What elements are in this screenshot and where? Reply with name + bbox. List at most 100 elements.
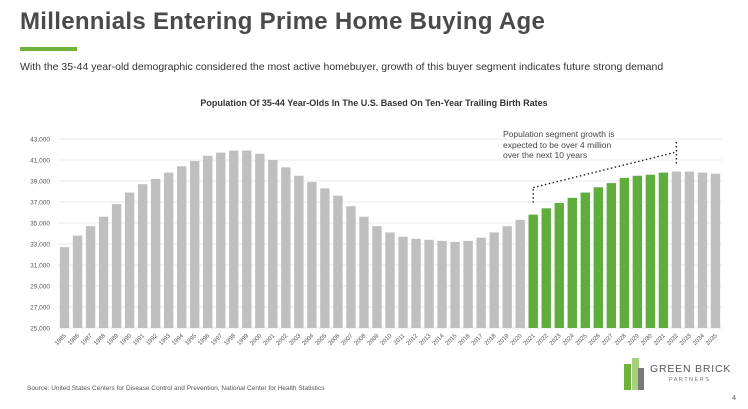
x-tick-label: 1987: [80, 333, 94, 347]
x-tick-label: 2008: [354, 333, 368, 347]
bar: [476, 237, 486, 328]
bar: [489, 232, 499, 328]
bar: [658, 172, 669, 328]
y-tick-label: 27,000: [30, 305, 50, 312]
bar: [411, 238, 421, 328]
x-tick-label: 1995: [184, 333, 198, 347]
bar: [307, 182, 317, 328]
bar: [242, 150, 252, 328]
bar: [606, 183, 617, 328]
bar: [697, 172, 708, 328]
x-tick-label: 2012: [406, 333, 420, 347]
bar: [268, 160, 278, 328]
bar: [59, 247, 70, 328]
x-tick-label: 2011: [393, 333, 407, 347]
bar: [710, 173, 721, 328]
x-tick-label: 2000: [250, 333, 264, 347]
bar: [541, 208, 551, 328]
bar: [229, 150, 239, 328]
x-tick-label: 2020: [510, 333, 524, 347]
brick-logo-icon: [624, 358, 644, 390]
x-tick-label: 2002: [276, 333, 290, 347]
x-tick-label: 2023: [549, 333, 563, 347]
logo-name: GREEN BRICK: [650, 363, 732, 375]
y-tick-label: 35,000: [30, 221, 50, 228]
annotation-line-2: expected to be over 4 million: [503, 139, 612, 150]
source-note: Source: United States Centers for Diseas…: [27, 385, 325, 392]
x-tick-label: 2015: [445, 333, 459, 347]
x-tick-label: 2030: [640, 333, 654, 347]
bar: [98, 216, 109, 328]
y-tick-label: 37,000: [30, 200, 50, 207]
x-tick-label: 2035: [705, 333, 719, 347]
x-tick-label: 1992: [145, 333, 159, 347]
bar: [567, 197, 577, 328]
bar: [85, 226, 96, 328]
x-tick-label: 1996: [197, 333, 211, 347]
bar: [593, 187, 604, 328]
y-tick-label: 43,000: [30, 137, 50, 144]
annotation-line-3: over the next 10 years: [503, 150, 588, 160]
annotation-trend-line: [533, 151, 677, 189]
x-tick-label: 2029: [627, 333, 641, 347]
y-tick-label: 41,000: [30, 158, 50, 165]
bar: [632, 175, 643, 328]
x-tick-label: 2034: [692, 333, 706, 347]
bar: [554, 203, 564, 328]
bar: [150, 178, 161, 328]
x-tick-label: 2009: [367, 333, 381, 347]
x-tick-label: 2032: [666, 333, 680, 347]
title-accent-rule: [20, 47, 77, 51]
x-tick-label: 1985: [54, 333, 68, 347]
bar: [72, 235, 83, 328]
x-tick-label: 1993: [158, 333, 172, 347]
growth-annotation: Population segment growth is expected to…: [503, 129, 653, 161]
bar: [671, 171, 682, 328]
bar: [111, 204, 122, 328]
x-tick-label: 2016: [458, 333, 472, 347]
x-tick-label: 2031: [653, 333, 667, 347]
bar: [450, 241, 460, 328]
x-tick-label: 2025: [575, 333, 589, 347]
bar: [216, 152, 226, 328]
bar: [502, 226, 512, 328]
x-tick-label: 2017: [471, 333, 485, 347]
bar: [359, 216, 369, 328]
bar: [515, 219, 525, 328]
x-tick-label: 2026: [588, 333, 602, 347]
x-tick-label: 1991: [132, 333, 146, 347]
x-tick-label: 2028: [614, 333, 628, 347]
bar: [424, 239, 434, 328]
bar: [684, 171, 695, 328]
bar: [645, 174, 656, 328]
bar: [137, 184, 148, 328]
x-tick-label: 2001: [263, 333, 277, 347]
x-tick-label: 1999: [237, 333, 251, 347]
x-tick-label: 1994: [171, 333, 185, 347]
y-tick-label: 25,000: [30, 326, 50, 333]
x-tick-label: 2007: [341, 333, 355, 347]
company-logo: GREEN BRICK PARTNERS: [624, 356, 734, 396]
page-number: 4: [732, 395, 736, 402]
annotation-line-1: Population segment growth is: [503, 129, 615, 139]
bar: [437, 240, 447, 328]
x-tick-label: 2005: [315, 333, 329, 347]
page-subtitle: With the 35-44 year-old demographic cons…: [20, 61, 664, 73]
bar: [163, 172, 174, 328]
y-tick-label: 39,000: [30, 179, 50, 186]
x-tick-label: 2006: [328, 333, 342, 347]
bar: [398, 236, 408, 328]
x-tick-label: 1988: [93, 333, 107, 347]
bar: [294, 175, 304, 328]
y-tick-label: 31,000: [30, 263, 50, 270]
bar: [346, 206, 356, 328]
x-tick-label: 2019: [497, 333, 511, 347]
bar: [333, 195, 343, 328]
x-tick-label: 2013: [419, 333, 433, 347]
bar: [190, 161, 200, 328]
x-tick-label: 2021: [523, 333, 537, 347]
bar: [203, 155, 213, 328]
bar: [580, 192, 590, 328]
bar: [281, 167, 291, 328]
